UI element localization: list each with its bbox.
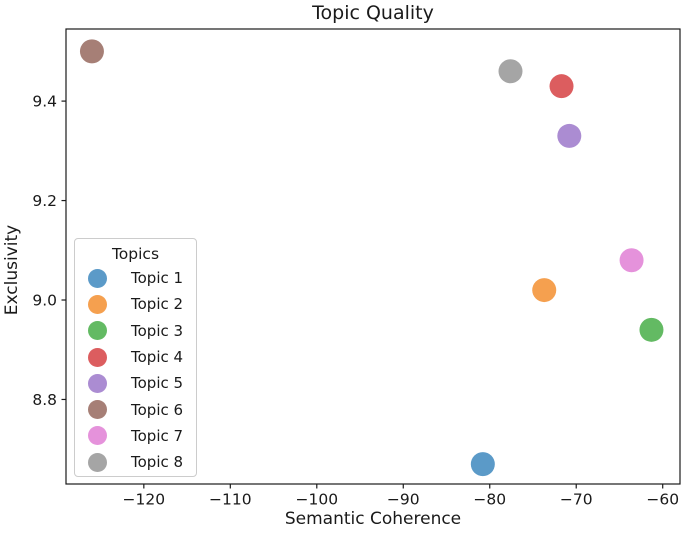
legend-marker-topic-8: [88, 452, 107, 472]
legend-label: Topic 6: [131, 400, 184, 419]
x-tick-label: −110: [209, 491, 252, 509]
data-point-topic-7: [619, 248, 644, 273]
legend-marker-topic-2: [88, 294, 107, 314]
legend-label: Topic 4: [131, 348, 184, 367]
legend-title: Topics: [111, 245, 160, 263]
x-tick-label: −90: [387, 491, 420, 509]
y-tick-label: 9.2: [32, 192, 57, 210]
legend-label: Topic 3: [131, 321, 184, 340]
data-point-topic-2: [532, 278, 557, 303]
legend-label: Topic 2: [131, 295, 184, 314]
x-tick-label: −60: [646, 491, 679, 509]
legend-item-topic-8: Topic 8: [75, 449, 196, 475]
legend-item-topic-6: Topic 6: [75, 396, 196, 422]
y-axis-label: Exclusivity: [2, 224, 22, 316]
x-axis-label: Semantic Coherence: [284, 509, 462, 529]
legend-items: Topic 1 Topic 2 Topic 3 Topic 4 Topic 5 Topic…: [75, 265, 196, 475]
x-tick-label: −70: [560, 491, 593, 509]
legend-marker-topic-7: [88, 426, 107, 446]
data-point-topic-5: [557, 123, 582, 148]
legend-marker-topic-1: [88, 268, 107, 288]
legend-marker-topic-3: [88, 321, 107, 341]
legend-marker-topic-6: [88, 400, 107, 420]
data-point-topic-1: [470, 452, 495, 477]
legend-label: Topic 7: [131, 426, 184, 445]
legend-item-topic-4: Topic 4: [75, 344, 196, 370]
chart-title: Topic Quality: [312, 2, 434, 24]
x-tick-label: −80: [473, 491, 506, 509]
legend-marker-topic-4: [88, 347, 107, 367]
legend-marker-topic-5: [88, 373, 107, 393]
y-tick-label: 9.0: [32, 292, 57, 310]
x-tick-label: −100: [295, 491, 338, 509]
y-tick-label: 8.8: [32, 391, 57, 409]
legend-item-topic-5: Topic 5: [75, 370, 196, 396]
x-tick-label: −120: [123, 491, 166, 509]
legend-label: Topic 1: [131, 269, 184, 288]
legend-item-topic-2: Topic 2: [75, 291, 196, 317]
legend: Topics Topic 1 Topic 2 Topic 3 Topic 4 Topic…: [74, 238, 197, 477]
legend-item-topic-7: Topic 7: [75, 423, 196, 449]
y-tick-label: 9.4: [32, 93, 57, 111]
data-point-topic-8: [498, 59, 523, 84]
legend-item-topic-3: Topic 3: [75, 318, 196, 344]
legend-label: Topic 8: [131, 453, 184, 472]
data-point-topic-6: [79, 39, 104, 64]
data-point-topic-3: [639, 317, 664, 342]
data-point-topic-4: [549, 74, 574, 99]
legend-item-topic-1: Topic 1: [75, 265, 196, 291]
plot-frame: [65, 28, 681, 485]
legend-label: Topic 5: [131, 374, 184, 393]
